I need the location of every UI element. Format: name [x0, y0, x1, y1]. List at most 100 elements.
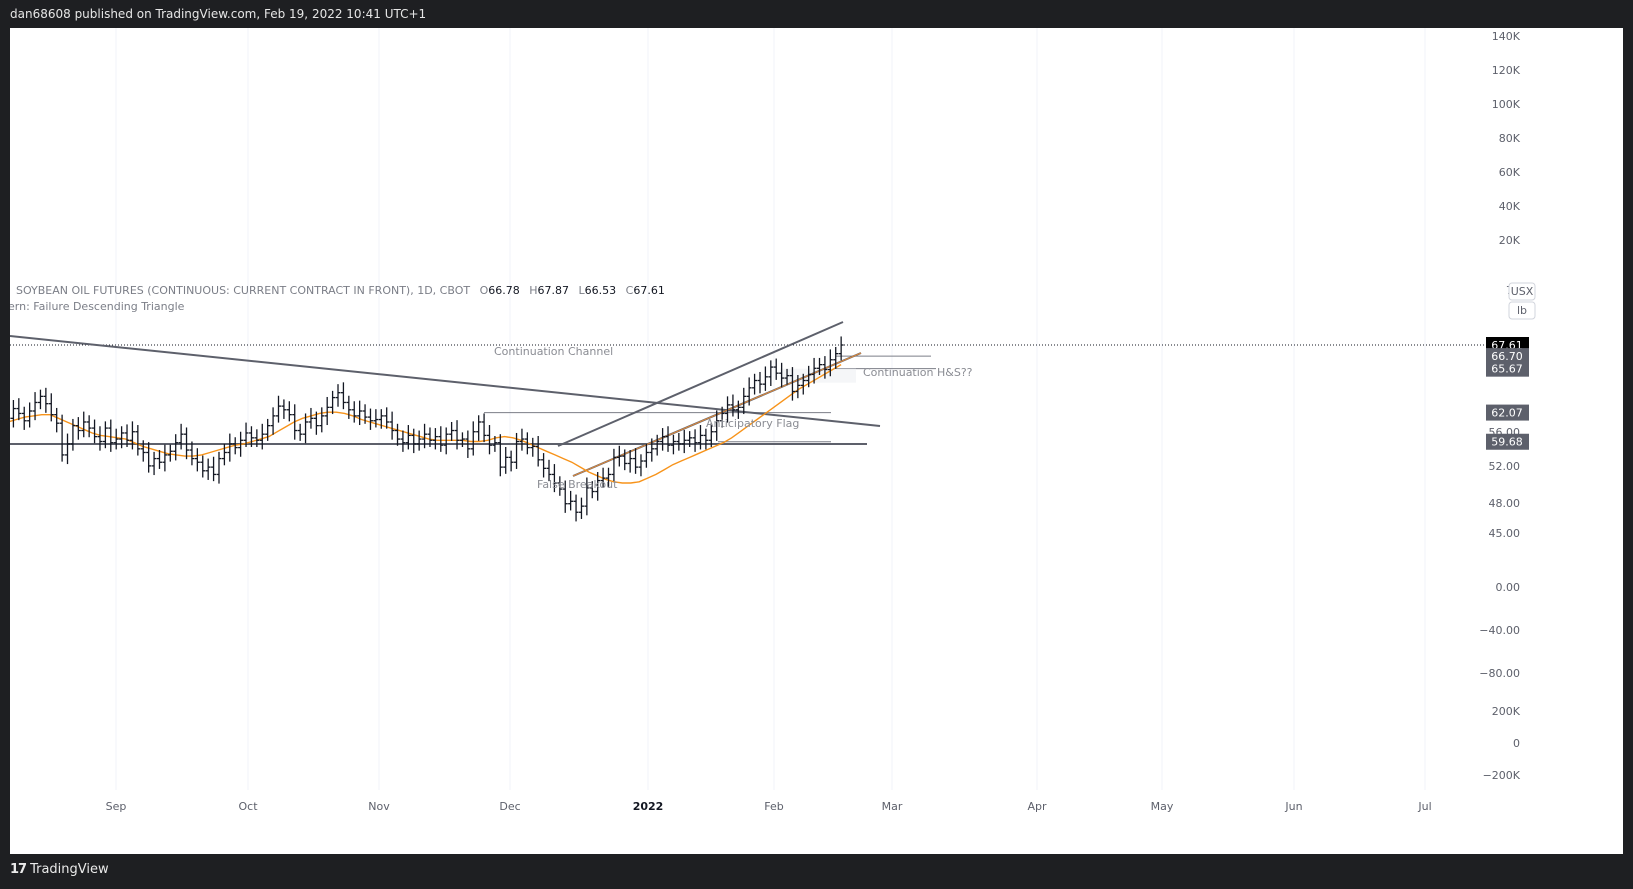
chart-frame[interactable]: Continuation Channel Continuation H&S?? …: [10, 28, 1623, 854]
unit-button[interactable]: [1508, 301, 1536, 320]
ohlc-bar: [400, 430, 406, 452]
ohlc-bar: [735, 400, 741, 419]
ohlc-bar: [519, 428, 525, 451]
ohlc-bar: [725, 396, 731, 423]
ohlc-bar: [773, 358, 779, 380]
ohlc-bar: [162, 444, 168, 472]
ohlc-bar: [37, 389, 43, 410]
ohlc-bar: [757, 371, 763, 394]
chart-canvas[interactable]: Continuation Channel Continuation H&S?? …: [10, 28, 1623, 854]
y-tick-label: 0.00: [1496, 581, 1521, 594]
close-value: 67.61: [633, 284, 665, 297]
x-tick-label: Apr: [1027, 800, 1047, 813]
unit-buttons[interactable]: USX lb: [1508, 282, 1536, 320]
low-value: 66.53: [585, 284, 617, 297]
ohlc-bar: [492, 436, 498, 452]
annotations[interactable]: Continuation Channel Continuation H&S?? …: [494, 345, 973, 491]
ohlc-bar: [497, 434, 503, 477]
ohlc-bar: [817, 357, 822, 376]
time-axis[interactable]: Sep Oct Nov Dec 2022 Feb Mar Apr May Jun Jul: [106, 800, 1432, 813]
price-tag: 59.68: [1486, 433, 1529, 450]
ohlc-bar: [70, 418, 76, 451]
ohlc-bar: [135, 425, 141, 456]
ohlc-bar: [357, 400, 363, 426]
ohlc-bar: [784, 368, 790, 385]
ohlc-bar: [335, 384, 341, 407]
ohlc-bar: [276, 395, 281, 423]
ohlc-bar: [584, 477, 590, 516]
price-tag-bg: [1486, 348, 1529, 365]
ohlc-bar: [129, 421, 135, 450]
y-tick-label: 52.00: [1489, 460, 1521, 473]
ohlc-bar: [633, 448, 639, 474]
price-tag-text: 65.67: [1491, 363, 1523, 376]
ohlc-bar: [330, 390, 336, 415]
ohlc-bar: [703, 428, 709, 450]
x-tick-label: May: [1151, 800, 1174, 813]
ohlc-bar: [508, 450, 514, 472]
ohlc-bar: [551, 464, 557, 493]
y-tick-label: 60K: [1499, 166, 1521, 179]
ohlc-bar: [184, 427, 190, 460]
y-tick-label: 48.00: [1489, 497, 1521, 510]
high-label: H: [529, 284, 537, 297]
price-tag: 62.07: [1486, 404, 1529, 421]
price-axis[interactable]: 140K120K100K80K60K40K20K7656.0052.0048.0…: [1479, 30, 1520, 782]
ohlc-bar: [156, 450, 162, 469]
ohlc-bar: [373, 409, 379, 428]
y-tick-label: 45.00: [1489, 527, 1521, 540]
price-tag-bg: [1486, 433, 1529, 450]
x-tick-label: Jun: [1284, 800, 1302, 813]
tradingview-brand[interactable]: 17 TradingView: [10, 862, 109, 877]
ohlc-bar: [524, 432, 530, 455]
ohlc-bar: [557, 476, 563, 496]
legend: SOYBEAN OIL FUTURES (CONTINUOUS: CURRENT…: [10, 284, 665, 313]
ohlc-bar: [649, 438, 655, 462]
anticipatory-flag-label[interactable]: Anticipatory Flag: [706, 417, 799, 430]
ohlc-bar: [270, 407, 276, 435]
x-tick-label: Oct: [238, 800, 258, 813]
pattern-label: ern: Failure Descending Triangle: [10, 300, 185, 313]
y-tick-label: 80K: [1499, 132, 1521, 145]
ohlc-bar: [259, 423, 265, 450]
ohlc-bar: [200, 455, 206, 478]
currency-button[interactable]: [1508, 282, 1536, 301]
false-breakout-label[interactable]: False Breakout: [537, 478, 618, 491]
ohlc-bar: [503, 446, 509, 474]
ohlc-bar: [438, 426, 444, 452]
x-tick-label: Nov: [368, 800, 390, 813]
x-tick-label: Dec: [499, 800, 520, 813]
svg-text:SOYBEAN OIL FUTURES (CONTINUOU: SOYBEAN OIL FUTURES (CONTINUOUS: CURRENT…: [16, 284, 665, 297]
ohlc-bar: [530, 437, 536, 457]
x-tick-label: Mar: [882, 800, 903, 813]
price-tag-bg: [1486, 404, 1529, 421]
high-value: 67.87: [538, 284, 570, 297]
ohlc-bar: [248, 426, 254, 447]
ohlc-bar: [313, 411, 319, 435]
ohlc-bars: [10, 336, 844, 522]
ohlc-bar: [194, 448, 200, 472]
ohlc-bar: [697, 425, 703, 450]
y-tick-label: −40.00: [1479, 624, 1520, 637]
tradingview-logo-icon: 17: [10, 862, 27, 877]
ohlc-bar: [573, 494, 579, 522]
ohlc-bar: [59, 414, 65, 462]
continuation-hs-label[interactable]: Continuation H&S??: [863, 366, 973, 379]
continuation-channel-label[interactable]: Continuation Channel: [494, 345, 613, 358]
ohlc-bar: [227, 433, 233, 462]
ohlc-bar: [578, 497, 584, 519]
y-tick-label: 20K: [1499, 234, 1521, 247]
ohlc-bar: [146, 442, 152, 473]
brand-name: TradingView: [30, 862, 109, 877]
ohlc-bar: [124, 424, 130, 447]
triangle-upper-line: [10, 335, 881, 427]
ohlc-bar: [254, 429, 260, 447]
ohlc-bar: [627, 450, 633, 473]
ohlc-bar: [762, 366, 768, 391]
ohlc-bar: [660, 428, 666, 451]
y-tick-label: 40K: [1499, 200, 1521, 213]
ohlc-bar: [92, 419, 98, 444]
ohlc-bar: [97, 426, 103, 451]
ohlc-bar: [692, 429, 698, 452]
ohlc-bar: [119, 426, 125, 449]
